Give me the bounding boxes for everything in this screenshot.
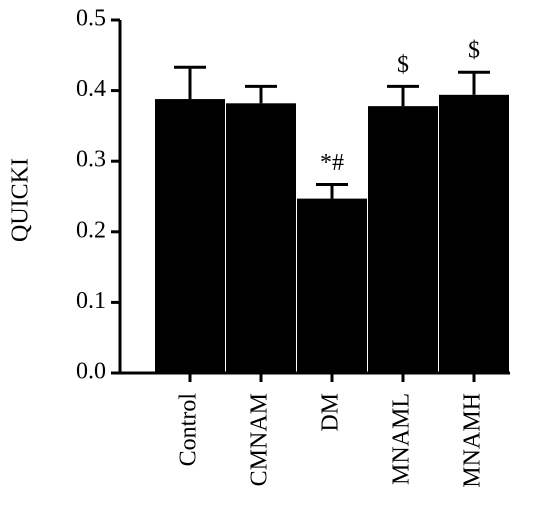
y-tick-label: 0.1 — [76, 288, 106, 314]
y-tick-label: 0.2 — [76, 217, 106, 243]
y-tick-label: 0.3 — [76, 147, 106, 173]
annotation: *# — [320, 150, 344, 176]
x-tick-label: DM — [318, 393, 344, 432]
x-tick-label: MNAMH — [460, 393, 486, 488]
y-tick-label: 0.5 — [76, 6, 106, 32]
y-tick-label: 0.0 — [76, 359, 106, 385]
bar — [439, 94, 509, 373]
bar — [155, 99, 225, 374]
annotation: $ — [468, 38, 480, 64]
y-tick-label: 0.4 — [76, 76, 106, 102]
bar — [226, 103, 296, 374]
y-axis-label: QUICKI — [8, 158, 34, 242]
bar — [297, 198, 367, 373]
bar — [368, 106, 438, 373]
x-tick-label: MNAML — [389, 393, 415, 485]
x-tick-label: Control — [176, 393, 202, 467]
annotation: $ — [397, 52, 409, 78]
x-tick-label: CMNAM — [247, 393, 273, 486]
